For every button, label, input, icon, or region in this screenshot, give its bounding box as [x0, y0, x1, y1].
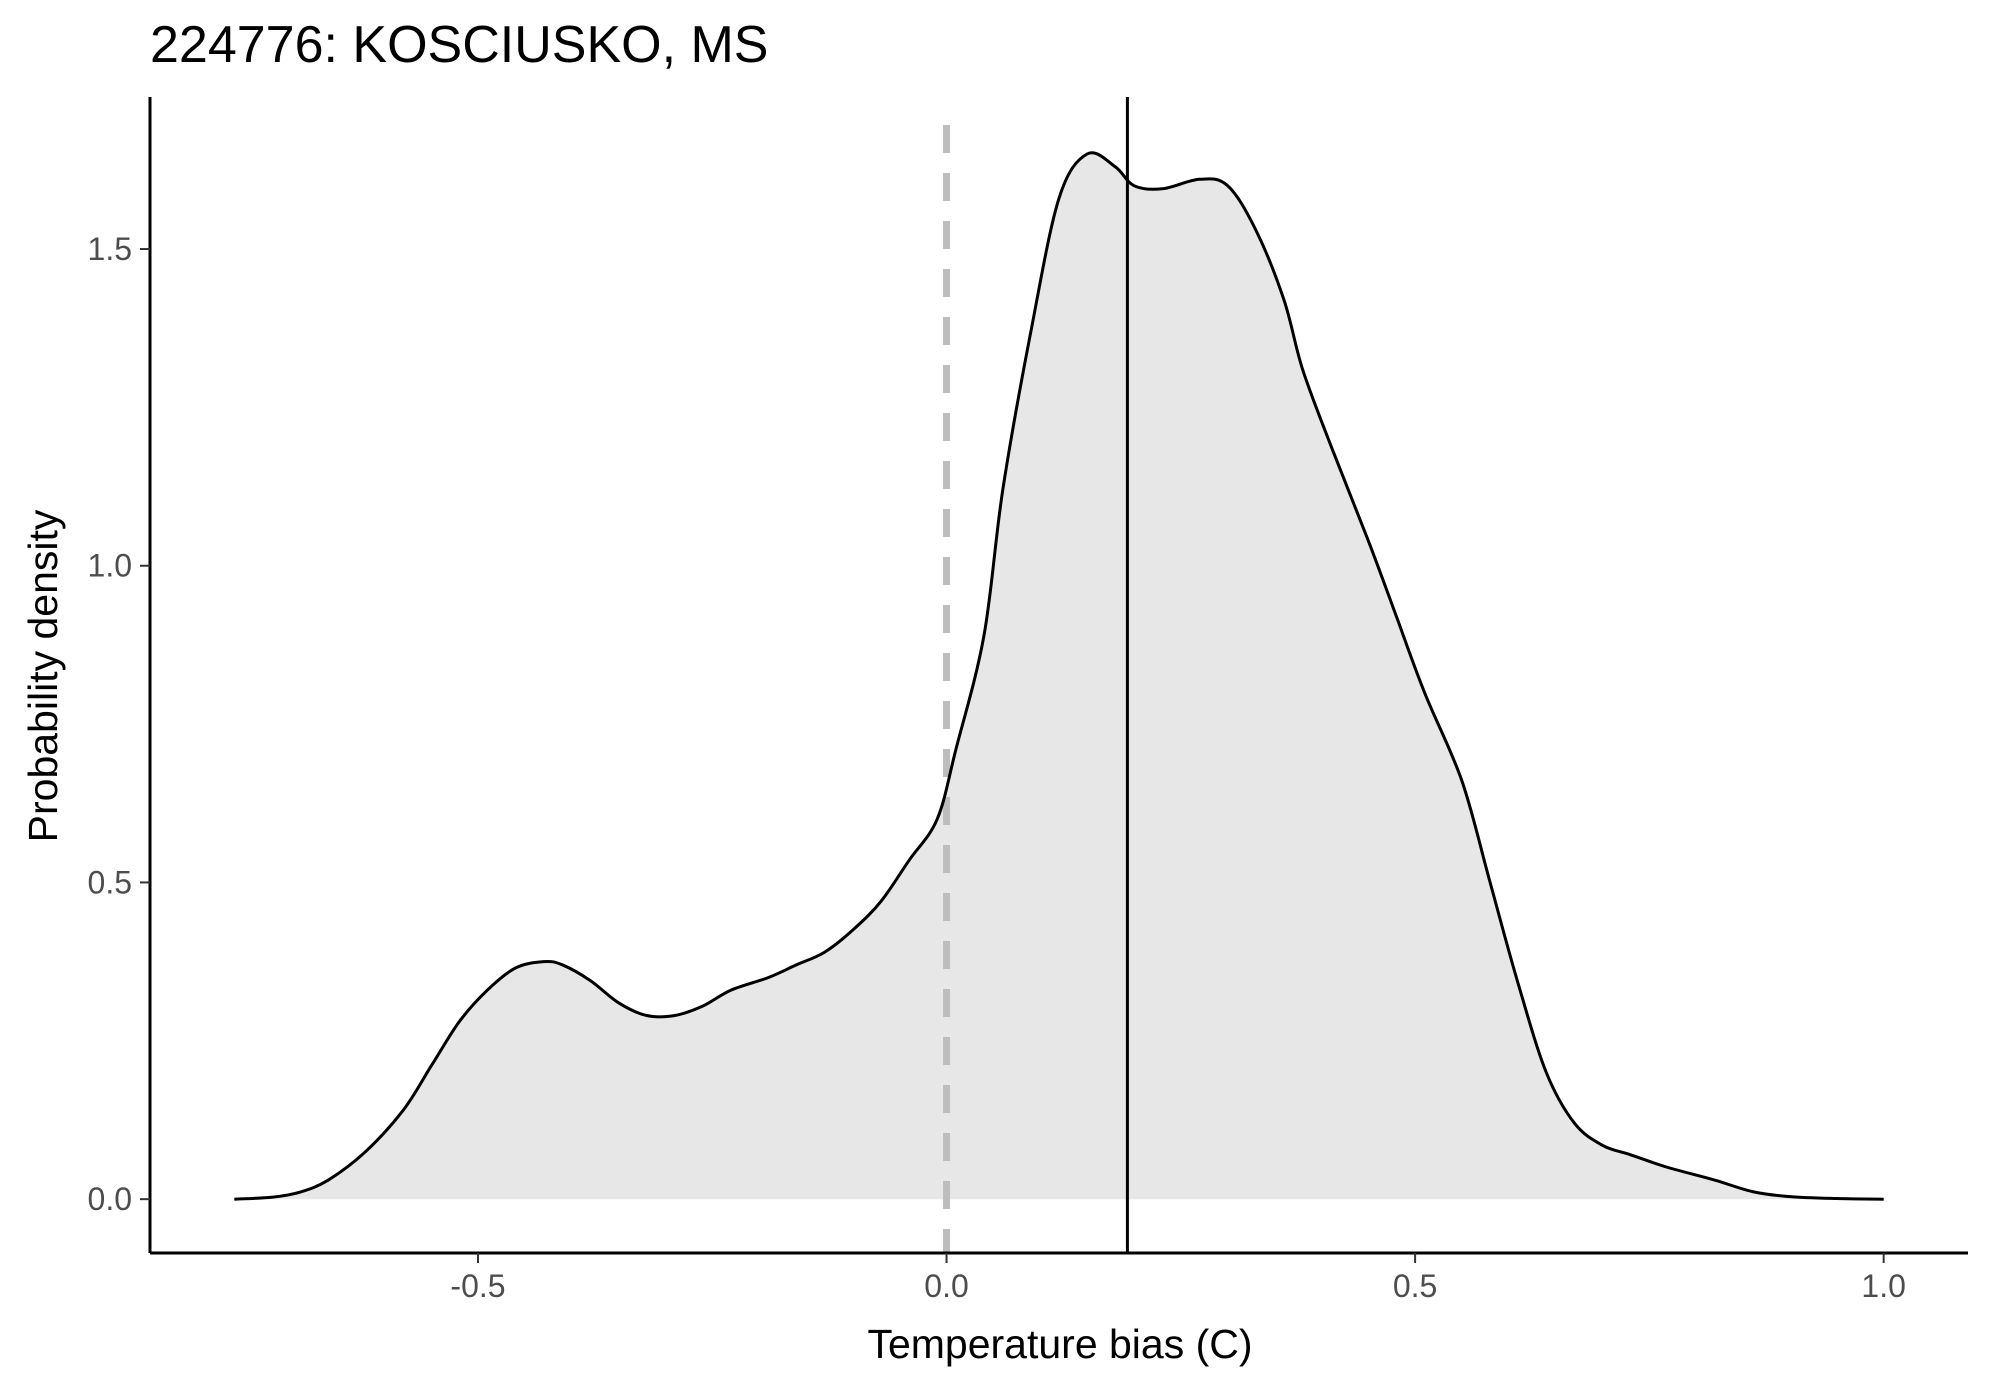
chart-title: 224776: KOSCIUSKO, MS — [150, 16, 769, 74]
density-fill-area — [234, 152, 1884, 1200]
x-tick-label: 1.0 — [1861, 1268, 1905, 1304]
x-tick-label: 0.5 — [1393, 1268, 1437, 1304]
x-axis-label: Temperature bias (C) — [867, 1321, 1252, 1367]
y-axis-label: Probability density — [20, 509, 66, 842]
plot-area — [234, 97, 1884, 1253]
y-tick-label: 0.5 — [88, 864, 132, 900]
x-axis-ticks: -0.5 0.0 0.5 1.0 — [450, 1253, 1906, 1304]
x-tick-label: -0.5 — [450, 1268, 505, 1304]
y-tick-label: 1.0 — [88, 548, 132, 584]
y-axis-ticks: 0.0 0.5 1.0 1.5 — [88, 231, 150, 1217]
y-tick-label: 1.5 — [88, 231, 132, 267]
x-tick-label: 0.0 — [924, 1268, 968, 1304]
y-tick-label: 0.0 — [88, 1181, 132, 1217]
density-curve — [234, 151, 1884, 1201]
